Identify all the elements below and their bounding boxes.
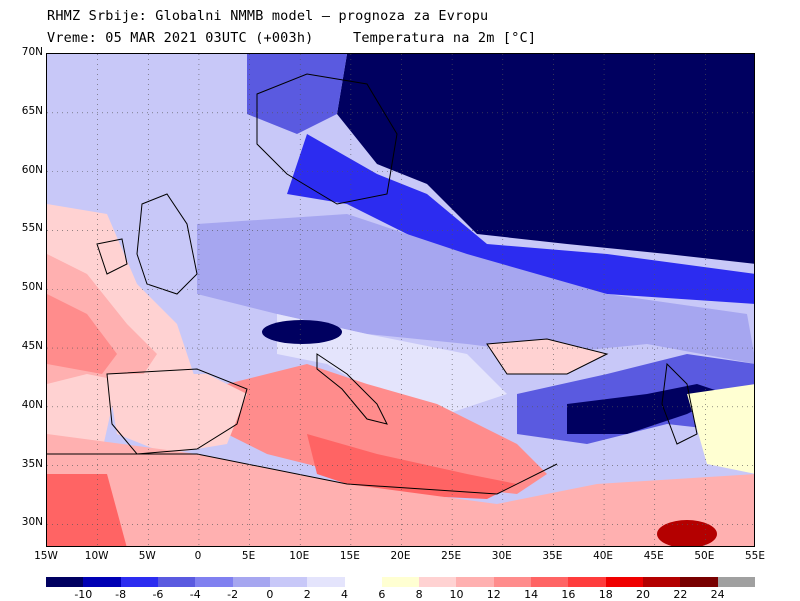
colorbar-label: 4 <box>341 588 349 601</box>
coast-ireland <box>96 238 128 275</box>
field-russia-darkblue <box>337 54 754 264</box>
colorbar <box>46 577 755 587</box>
lat-label: 65N <box>21 104 43 117</box>
lon-label: 10E <box>289 550 310 562</box>
lat-label: 70N <box>21 46 43 58</box>
lon-label: 50E <box>694 550 715 562</box>
lat-label: 35N <box>21 457 43 470</box>
lat-label: 50N <box>21 281 43 294</box>
field-alps <box>262 320 342 344</box>
coast-britain <box>136 193 198 295</box>
lon-label: 5W <box>138 550 156 562</box>
colorbar-swatch <box>344 577 382 587</box>
coast-iberia <box>106 368 248 455</box>
lon-label: 45E <box>643 550 664 562</box>
forecast-time-label: Vreme: 05 MAR 2021 03UTC (+003h) <box>47 30 314 46</box>
field-mediterranean <box>227 364 547 494</box>
lon-label: 15W <box>34 550 58 562</box>
lon-label: 15E <box>339 550 360 562</box>
field-iberia <box>107 374 247 454</box>
colorbar-swatch <box>307 577 345 587</box>
map-title: RHMZ Srbije: Globalni NMMB model — progn… <box>47 8 489 24</box>
coast-italy <box>316 353 388 425</box>
map-canvas <box>47 54 754 546</box>
lon-label: 55E <box>745 550 765 562</box>
colorbar-swatch <box>717 577 755 587</box>
colorbar-label: -4 <box>189 588 201 601</box>
lon-label: 10W <box>84 550 109 562</box>
lat-label: 30N <box>21 516 43 529</box>
colorbar-label: 18 <box>598 588 613 601</box>
colorbar-label: -10 <box>74 588 93 601</box>
colorbar-swatch <box>531 577 569 587</box>
lon-label: 20E <box>390 550 411 562</box>
colorbar-swatch <box>381 577 420 587</box>
colorbar-label: 12 <box>486 588 501 601</box>
colorbar-swatch <box>157 577 196 587</box>
colorbar-swatch <box>493 577 532 587</box>
coast-caspian <box>661 362 698 445</box>
colorbar-label: 24 <box>710 588 725 601</box>
colorbar-label: 20 <box>636 588 651 601</box>
field-morocco <box>47 474 127 546</box>
lon-label: 40E <box>593 550 614 562</box>
lat-label: 60N <box>21 163 43 176</box>
coast-north-africa <box>47 453 558 495</box>
lon-label: 25E <box>441 550 462 562</box>
lon-label: 30E <box>491 550 512 562</box>
colorbar-swatch <box>195 577 233 587</box>
colorbar-swatch <box>269 577 308 587</box>
colorbar-swatch <box>46 577 84 587</box>
lat-label: 55N <box>21 222 43 235</box>
lon-label: 5E <box>241 550 256 562</box>
lat-label: 45N <box>21 340 43 353</box>
colorbar-label: 16 <box>561 588 576 601</box>
field-balkans-pale <box>277 314 507 414</box>
lon-label: 35E <box>542 550 563 562</box>
colorbar-label: 10 <box>449 588 464 601</box>
colorbar-label: -8 <box>115 588 127 601</box>
colorbar-label: 8 <box>415 588 423 601</box>
coast-blacksea <box>486 338 609 375</box>
temperature-map <box>46 53 755 547</box>
field-scandinavia-blue <box>287 134 754 304</box>
colorbar-swatch <box>120 577 158 587</box>
colorbar-label: -2 <box>227 588 239 601</box>
field-med-south <box>307 434 517 499</box>
lat-label: 40N <box>21 398 43 411</box>
colorbar-swatch <box>83 577 121 587</box>
colorbar-label: -6 <box>152 588 164 601</box>
colorbar-swatch <box>419 577 457 587</box>
lon-label: 0 <box>194 550 202 562</box>
field-atlantic-red <box>47 294 117 374</box>
colorbar-swatch <box>680 577 718 587</box>
colorbar-label: 22 <box>673 588 688 601</box>
parameter-label: Temperatura na 2m [°C] <box>353 30 537 46</box>
colorbar-label: 6 <box>378 588 386 601</box>
colorbar-swatch <box>605 577 643 587</box>
coast-scandinavia <box>256 73 398 205</box>
colorbar-label: 2 <box>303 588 311 601</box>
colorbar-swatch <box>456 577 494 587</box>
colorbar-swatch <box>232 577 270 587</box>
field-north-africa <box>47 434 754 546</box>
colorbar-swatch <box>643 577 681 587</box>
colorbar-label: 0 <box>266 588 274 601</box>
forecast-time: Vreme: 05 MAR 2021 03UTC (+003h) Temperat… <box>47 30 536 46</box>
field-caucasus <box>567 384 727 434</box>
field-norway-blue <box>247 54 347 134</box>
colorbar-label: 14 <box>524 588 539 601</box>
colorbar-swatch <box>568 577 606 587</box>
grid-lines <box>47 54 754 546</box>
field-gulf-hot <box>657 520 717 546</box>
